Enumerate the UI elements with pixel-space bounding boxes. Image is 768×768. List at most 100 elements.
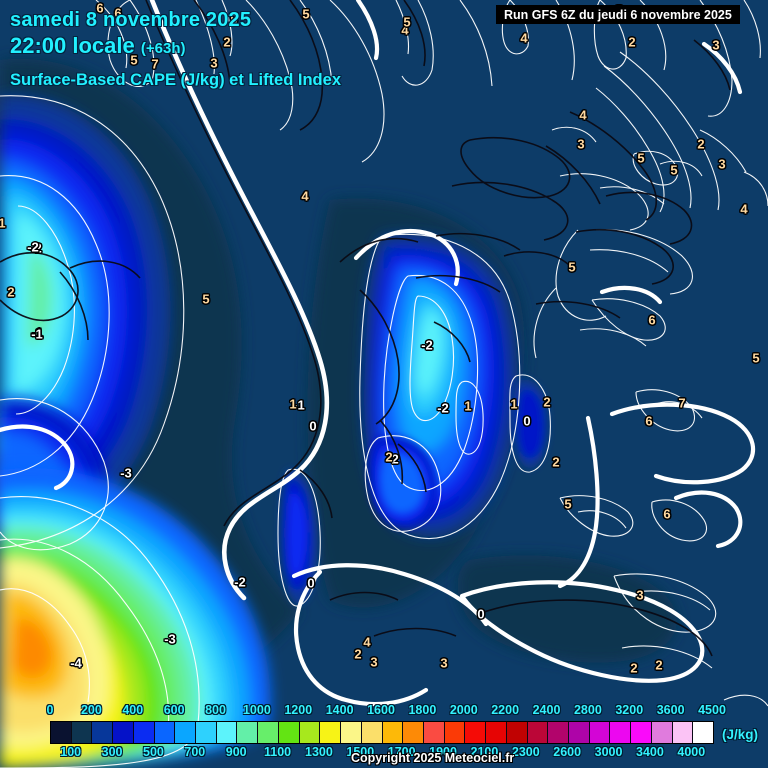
color-scale-tick: 3400 [636,745,664,759]
lifted-index-label: 2 [543,394,551,410]
color-scale-cell [672,722,694,743]
model-run-banner: Run GFS 6Z du jeudi 6 novembre 2025 [496,5,740,24]
color-scale-tick: 600 [163,703,185,717]
lifted-index-label: 3 [210,55,218,71]
lifted-index-label: 6 [648,312,656,328]
lifted-index-label: 3 [577,136,585,152]
lifted-index-label: -2 [27,239,39,255]
lifted-index-label: -1 [31,326,43,342]
color-scale-cell [548,722,569,743]
cape-southeast-faint [457,555,677,663]
color-scale-cell [320,722,342,743]
color-scale-tick: 3200 [615,703,644,717]
color-scale-tick: 1300 [305,745,333,759]
color-scale-tick: 2000 [449,703,478,717]
lifted-index-label: 1 [289,396,297,412]
color-scale-cell [299,722,321,743]
color-scale-cell [237,722,259,743]
color-scale-tick: 1400 [325,703,354,717]
lifted-index-label: 0 [523,413,531,429]
lifted-index-label: -4 [70,655,82,671]
lifted-index-label: 4 [579,107,587,123]
color-scale-cell [465,722,487,743]
color-scale-tick: 1200 [284,703,313,717]
color-scale-tick: 800 [205,703,226,717]
color-scale-tick: 2200 [491,703,520,717]
color-scale-cell [568,722,590,743]
lifted-index-label: 2 [628,34,636,50]
lifted-index-label: 6 [645,413,653,429]
color-scale-cell [423,722,445,743]
lifted-index-label: -2 [437,400,449,416]
color-scale-cell [175,722,197,743]
color-scale-tick: 1800 [408,703,437,717]
lifted-index-label: 3 [440,655,448,671]
color-scale-cell [651,722,673,743]
color-scale-cell [631,722,652,743]
color-scale-cell [361,722,383,743]
forecast-step-text: (+63h) [140,40,186,57]
lifted-index-label: 1 [464,398,472,414]
color-scale-tick: 1000 [242,703,271,717]
copyright-notice: Copyright 2025 Meteociel.fr [351,751,515,765]
color-scale-cell [92,722,114,743]
lifted-index-label: 4 [363,634,371,650]
lifted-index-label: 4 [401,22,409,38]
lifted-index-label: 4 [740,201,748,217]
lifted-index-label: -2 [234,574,246,590]
lifted-index-label: 5 [568,259,576,275]
color-scale-tick: 1500 [346,745,375,759]
lifted-index-label: 2 [697,136,705,152]
color-scale-cell [71,722,93,743]
color-scale-tick: 2100 [470,745,499,759]
color-scale-tick: 1700 [387,745,416,759]
color-scale-bar[interactable] [50,721,714,744]
color-scale-tick: 3600 [656,703,685,717]
color-scale-tick: 2400 [532,703,561,717]
color-scale-cell [216,722,238,743]
color-scale-tick: 200 [80,703,102,717]
color-scale-cell [196,722,217,743]
lifted-index-label: 5 [564,496,572,512]
page-title-time: 22:00 locale (+63h) [10,33,185,59]
lifted-index-isolines-centre [277,233,551,607]
lifted-index-label: 4 [301,188,309,204]
color-scale-cell [341,722,362,743]
color-scale-tick: 500 [143,745,164,759]
lifted-index-label: 4 [520,30,528,46]
lifted-index-label: 6 [663,506,671,522]
lifted-index-label: 6 [96,0,104,16]
color-scale-tick: 4500 [698,703,726,717]
color-scale-cell [51,722,72,743]
color-scale-tick: 0 [46,703,54,717]
lifted-index-label: 5 [230,11,238,27]
lifted-index-label: -1 [31,325,43,341]
lifted-index-label: 2 [385,449,393,465]
lifted-index-label: -2 [30,240,42,256]
lifted-index-label: 7 [678,395,686,411]
lifted-index-label: 5 [302,6,310,22]
lifted-index-label: 3 [712,37,720,53]
lifted-index-label: 2 [223,34,231,50]
coastline-peninsula [0,0,756,707]
lifted-index-label: -2 [421,337,433,353]
color-scale-tick: 900 [225,745,247,759]
color-scale-cell [154,722,176,743]
color-scale-cell [444,722,466,743]
color-scale-tick: 2800 [573,703,602,717]
color-scale-cell [258,722,279,743]
valid-time-text: 22:00 locale [10,33,135,58]
color-scale-units: (J/kg) [722,727,759,742]
color-scale-cell [693,722,713,743]
color-scale-tick: 300 [101,745,123,759]
lifted-index-label: 5 [130,52,138,68]
color-scale-tick: 2600 [553,745,582,759]
parameter-title: Surface-Based CAPE (J/kg) et Lifted Inde… [10,71,341,89]
lifted-index-label: 0 [307,575,315,591]
color-scale-tick: 4000 [677,745,706,759]
political-borders [0,0,731,657]
lifted-index-label: -3 [164,631,176,647]
